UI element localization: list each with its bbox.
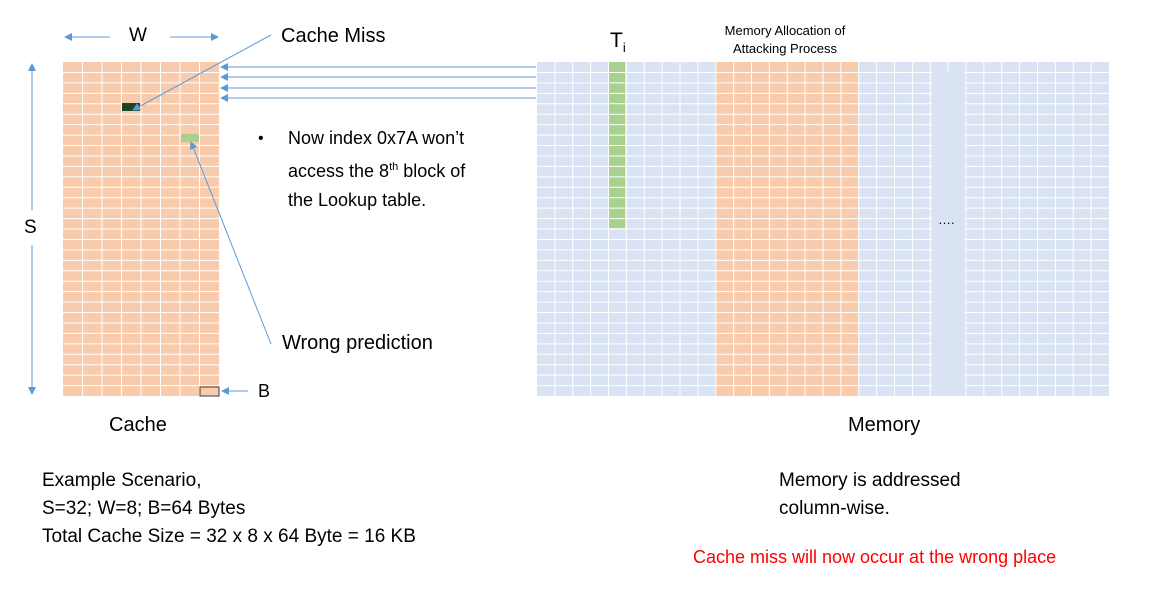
- memory-grid-lines: [537, 62, 1109, 396]
- wrong-prediction-cell: [181, 134, 199, 142]
- cache-label: Cache: [109, 414, 167, 436]
- wrong-prediction-arrow: [189, 141, 272, 345]
- cache-grid: [63, 62, 220, 397]
- ti-label: Ti: [610, 29, 626, 55]
- memory-label: Memory: [848, 414, 921, 436]
- scenario-line3: Total Cache Size = 32 x 8 x 64 Byte = 16…: [42, 526, 416, 547]
- memory-grid: [537, 62, 1109, 396]
- bullet-point: •: [258, 130, 264, 147]
- block-b-cell: [199, 386, 220, 397]
- memory-ellipsis: ….: [938, 212, 955, 227]
- example-scenario: Example Scenario, S=32; W=8; B=64 Bytes …: [42, 467, 416, 551]
- memory-note: Memory is addressed column-wise.: [779, 467, 961, 523]
- cache-miss-cell: [122, 103, 140, 111]
- memory-allocation-label: Memory Allocation of Attacking Process: [700, 22, 870, 58]
- memory-note-line2: column-wise.: [779, 498, 890, 519]
- sets-label: S: [24, 217, 37, 238]
- explanation-sup: th: [389, 161, 399, 173]
- width-label: W: [129, 25, 147, 46]
- memory-gap-column: [932, 72, 965, 396]
- memory-allocation-line2: Attacking Process: [732, 41, 838, 56]
- scenario-line2: S=32; W=8; B=64 Bytes: [42, 498, 246, 519]
- cache-miss-label: Cache Miss: [281, 25, 386, 47]
- memory-note-line1: Memory is addressed: [779, 470, 961, 491]
- cache-miss-arrow: [132, 34, 272, 111]
- wrong-prediction-label: Wrong prediction: [282, 332, 433, 354]
- red-warning-note: Cache miss will now occur at the wrong p…: [693, 547, 1057, 567]
- block-label: B: [258, 381, 271, 401]
- explanation-tail: block of the Lookup table.: [288, 161, 466, 210]
- explanation-text: Now index 0x7A won’t access the 8th bloc…: [288, 124, 488, 215]
- ti-label-main: T: [610, 29, 623, 52]
- memory-allocation-line1: Memory Allocation of: [724, 23, 846, 38]
- ti-label-sub: i: [622, 40, 626, 56]
- cache-grid-lines: [63, 62, 219, 396]
- explanation-main: Now index 0x7A won’t access the 8: [288, 128, 465, 181]
- scenario-line1: Example Scenario,: [42, 470, 202, 491]
- arrows: [28, 33, 536, 395]
